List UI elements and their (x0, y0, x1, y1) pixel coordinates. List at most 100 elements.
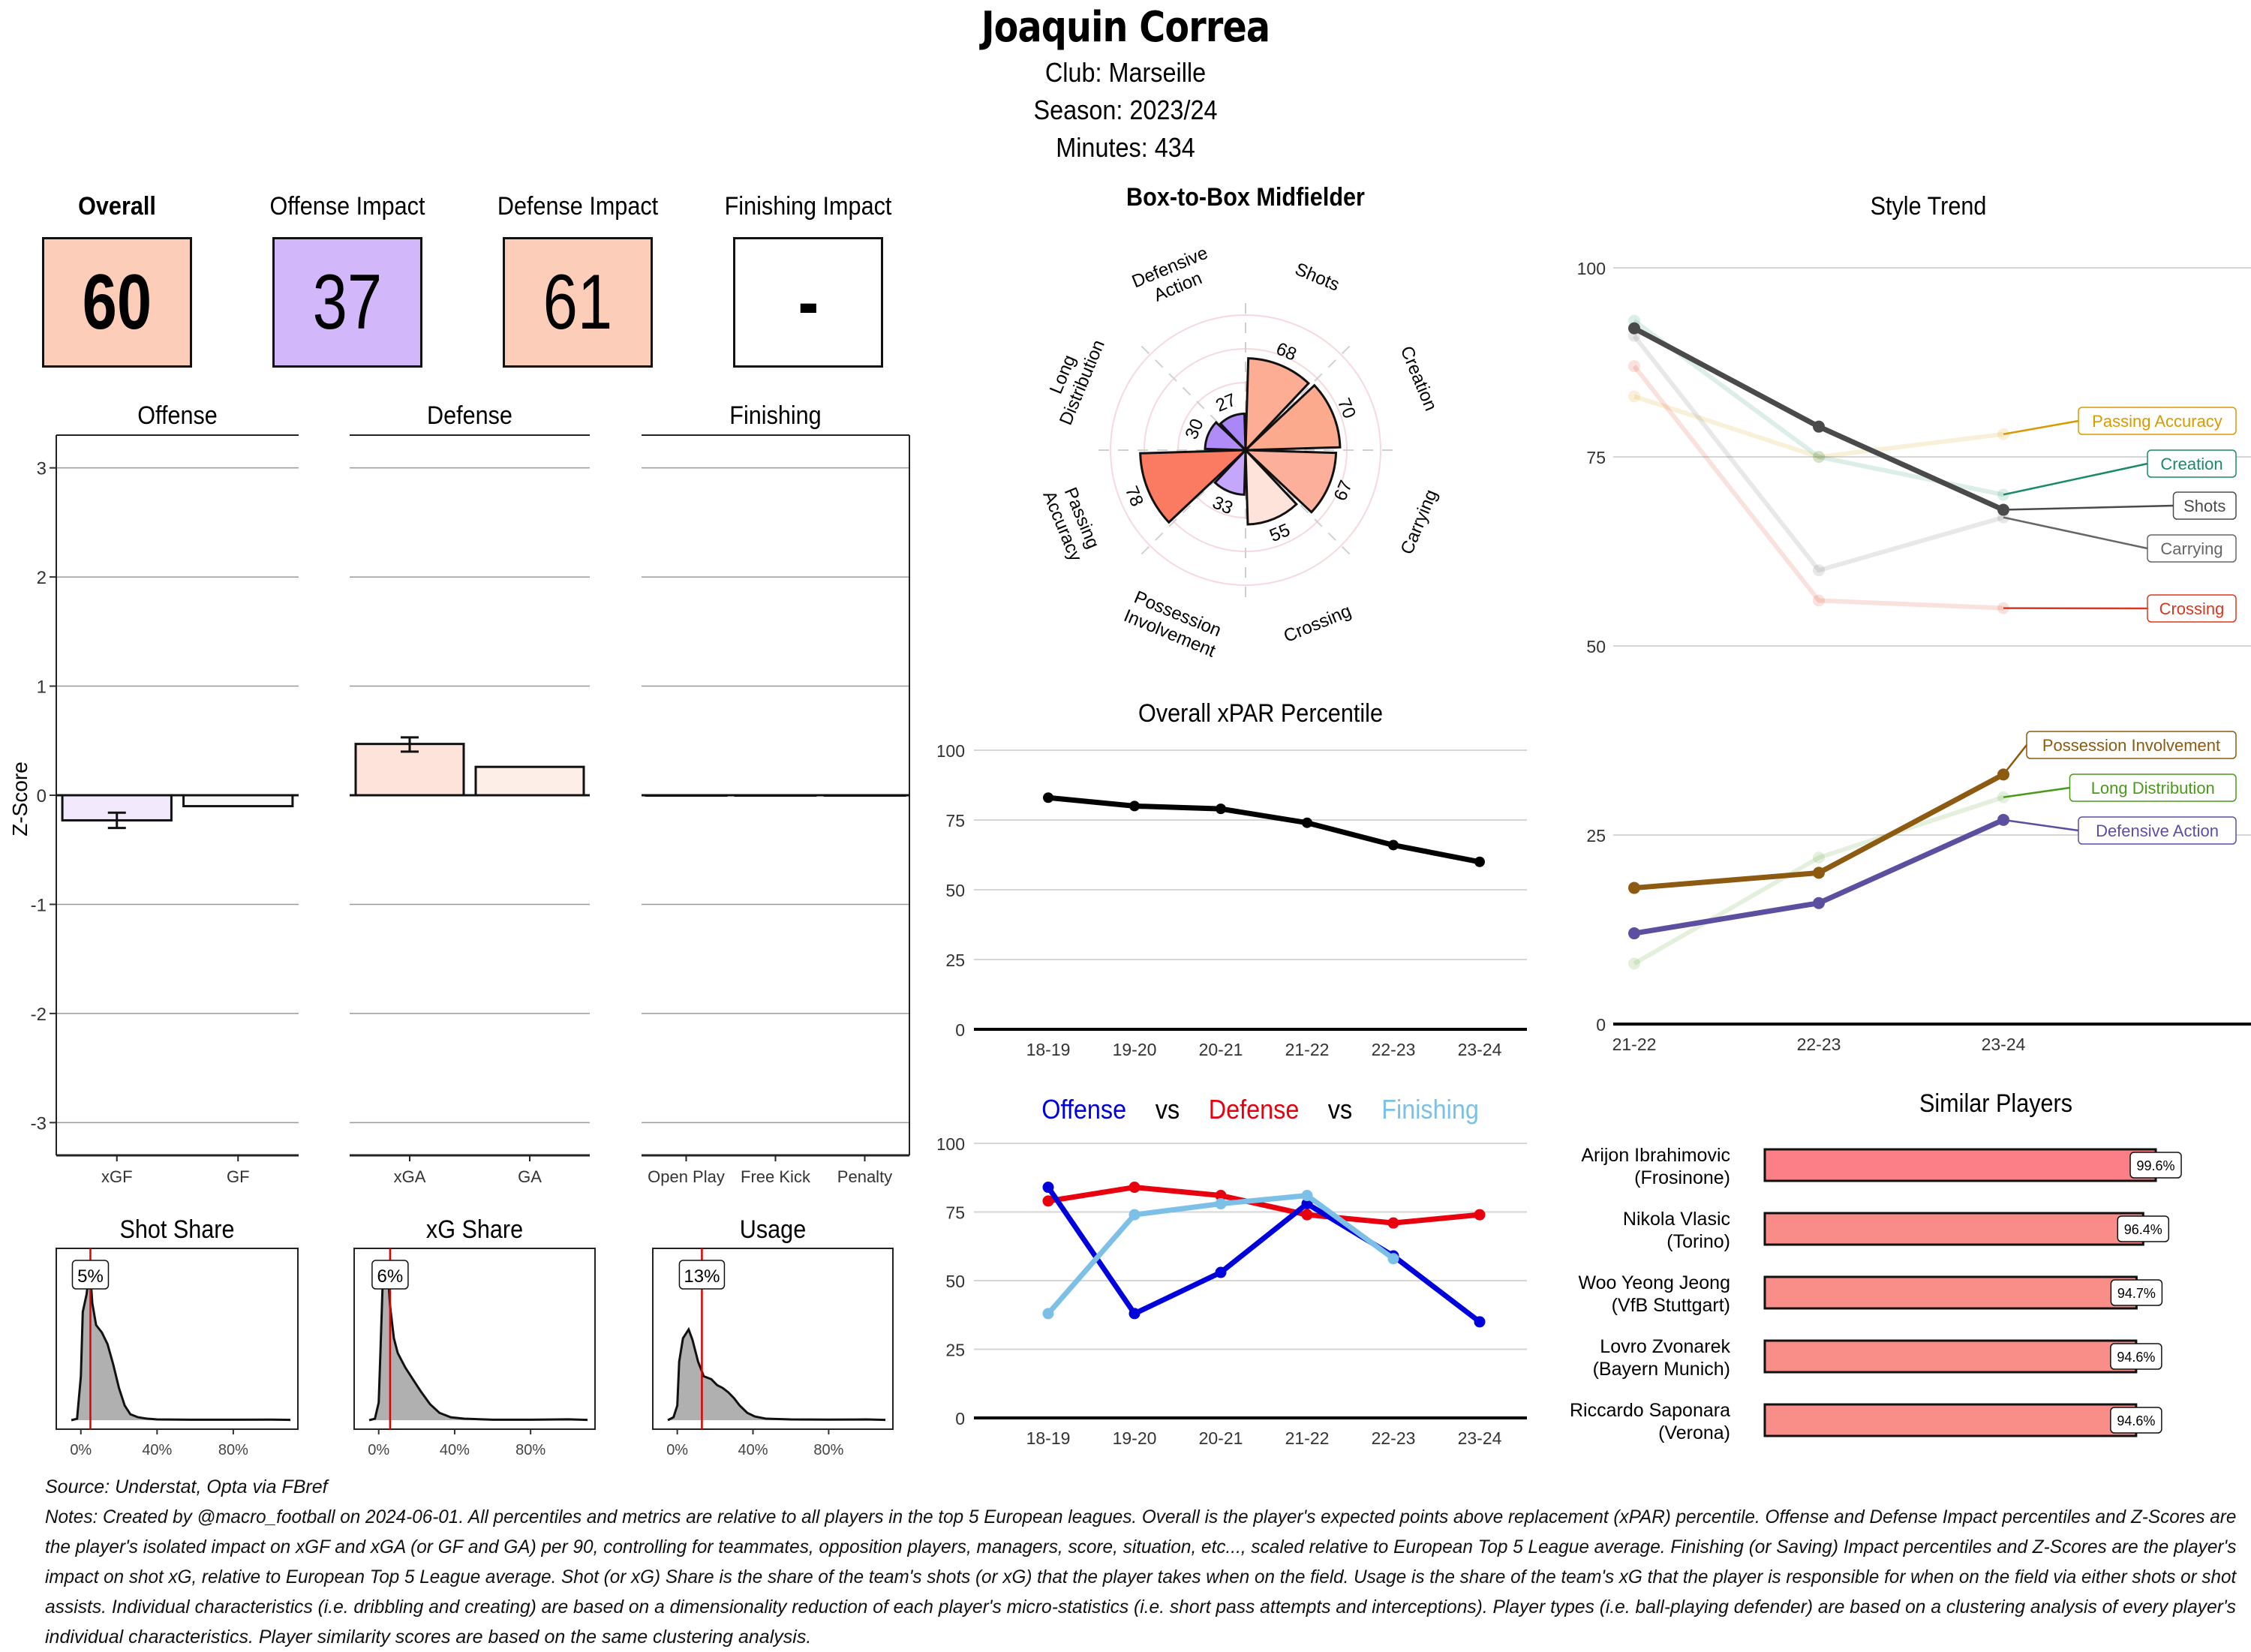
ovd-point-finishing (1388, 1253, 1399, 1264)
notes-text: Notes: Created by @macro_football on 202… (45, 1502, 2236, 1652)
xpar-point (1388, 840, 1399, 850)
club-line: Club: Marseille (113, 54, 2138, 92)
radar-value-label: 70 (1333, 395, 1360, 422)
x-tick-label: 40% (142, 1442, 172, 1458)
style-title: Style Trend (1766, 192, 2090, 221)
radar-value-label: 68 (1273, 338, 1300, 365)
radar-category-label: Carrying (1397, 487, 1442, 557)
similar-bar (1765, 1213, 2143, 1245)
density-area (369, 1274, 588, 1420)
x-tick-label: 18-19 (1026, 1040, 1071, 1059)
similar-player-name: Lovro Zvonarek (1600, 1336, 1730, 1357)
x-tick-label: Free Kick (741, 1167, 811, 1186)
style-label: Creation (2160, 455, 2222, 473)
ovd-point-defense (1474, 1209, 1486, 1221)
style-line (1634, 329, 2003, 510)
header: Joaquin Correa Club: Marseille Season: 2… (0, 0, 2251, 167)
style-label: Defensive Action (2096, 821, 2219, 840)
ovd-point-defense (1388, 1218, 1399, 1229)
similar-player-club: (Verona) (1658, 1422, 1730, 1443)
y-tick-label: 25 (945, 951, 965, 970)
kpi-label-offense-impact: Offense Impact (246, 192, 449, 221)
xpar-point (1216, 803, 1226, 814)
kpi-box-finishing-impact: - (733, 237, 883, 368)
x-tick-label: Open Play (648, 1167, 725, 1186)
style-label-connector (2003, 421, 2078, 434)
style-point (1628, 957, 1640, 969)
similarity-label: 99.6% (2137, 1158, 2175, 1173)
style-line (1634, 797, 2003, 964)
xpar-point (1129, 800, 1140, 811)
kpi-box-overall: 60 (42, 237, 192, 368)
similar-bar (1765, 1341, 2136, 1372)
source-text: Source: Understat, Opta via FBref (45, 1472, 328, 1502)
x-tick-label: 18-19 (1026, 1428, 1071, 1448)
radar-value-label: 27 (1213, 390, 1239, 416)
xpar-point (1302, 818, 1312, 828)
xpar-point (1043, 792, 1053, 803)
zscore-y-tick-label: 3 (37, 459, 47, 479)
radar-value-label: 33 (1210, 492, 1236, 518)
zscore-bar (476, 767, 584, 795)
facet-title: Defense (427, 401, 512, 430)
ovd-point-finishing (1043, 1308, 1054, 1319)
style-point (1813, 421, 1825, 433)
facet-title: Finishing (729, 401, 821, 430)
kpi-value-finishing-impact: - (798, 258, 819, 347)
kpi-box-defense-impact: 61 (503, 237, 653, 368)
x-tick-label: 0% (368, 1442, 389, 1458)
ovd-point-finishing (1302, 1190, 1313, 1201)
x-tick-label: 23-24 (1458, 1040, 1502, 1059)
xpar-point (1474, 857, 1485, 867)
style-point (1813, 451, 1825, 463)
x-tick-label: 22-23 (1372, 1040, 1416, 1059)
xpar-title: Overall xPAR Percentile (1092, 699, 1429, 728)
ovd-line-finishing (1048, 1196, 1393, 1314)
style-label-connector (2003, 506, 2174, 510)
style-label-connector (2003, 745, 2027, 774)
similar-player-name: Woo Yeong Jeong (1578, 1272, 1730, 1293)
ovd-point-finishing (1216, 1198, 1227, 1209)
zscore-bar (184, 795, 293, 806)
style-label-connector (2003, 518, 2147, 548)
style-point (1628, 927, 1640, 939)
x-tick-label: 22-23 (1372, 1428, 1416, 1448)
x-tick-label: 21-22 (1612, 1035, 1657, 1054)
similar-player-name: Riccardo Saponara (1570, 1400, 1730, 1421)
notes-line: individual characteristics. Player simil… (45, 1622, 811, 1652)
x-tick-label: 19-20 (1113, 1040, 1157, 1059)
x-tick-label: xGA (394, 1167, 426, 1186)
zscore-y-tick-label: 1 (37, 677, 47, 698)
zscore-y-tick-label: -1 (31, 895, 47, 915)
x-tick-label: 23-24 (1458, 1428, 1502, 1448)
similar-chart: Arijon Ibrahimovic(Frosinone)99.6%Nikola… (1561, 1125, 2251, 1455)
style-label-connector (2003, 464, 2147, 494)
value-label: 13% (684, 1266, 720, 1287)
similar-plot: Arijon Ibrahimovic(Frosinone)99.6%Nikola… (1570, 1145, 2181, 1443)
radar-title: Box-to-Box Midfielder (1110, 183, 1381, 212)
y-tick-label: 100 (938, 741, 965, 761)
style-point (1628, 390, 1640, 402)
y-tick-label: 75 (1586, 448, 1606, 467)
similar-bar (1765, 1404, 2136, 1436)
similar-title: Similar Players (1827, 1089, 2165, 1119)
footer-notes: Source: Understat, Opta via FBref Notes:… (45, 1472, 2236, 1652)
y-tick-label: 25 (1586, 826, 1606, 846)
x-tick-label: xGF (101, 1167, 133, 1186)
style-label: Possession Involvement (2042, 736, 2220, 755)
y-tick-label: 50 (945, 1272, 965, 1291)
xpar-line (1048, 797, 1480, 862)
ovd-point-finishing (1129, 1209, 1141, 1221)
style-point (1813, 564, 1825, 576)
x-tick-label: GF (227, 1167, 250, 1186)
radar-value-label: 78 (1121, 483, 1147, 509)
ovd-point-offense (1129, 1308, 1141, 1319)
